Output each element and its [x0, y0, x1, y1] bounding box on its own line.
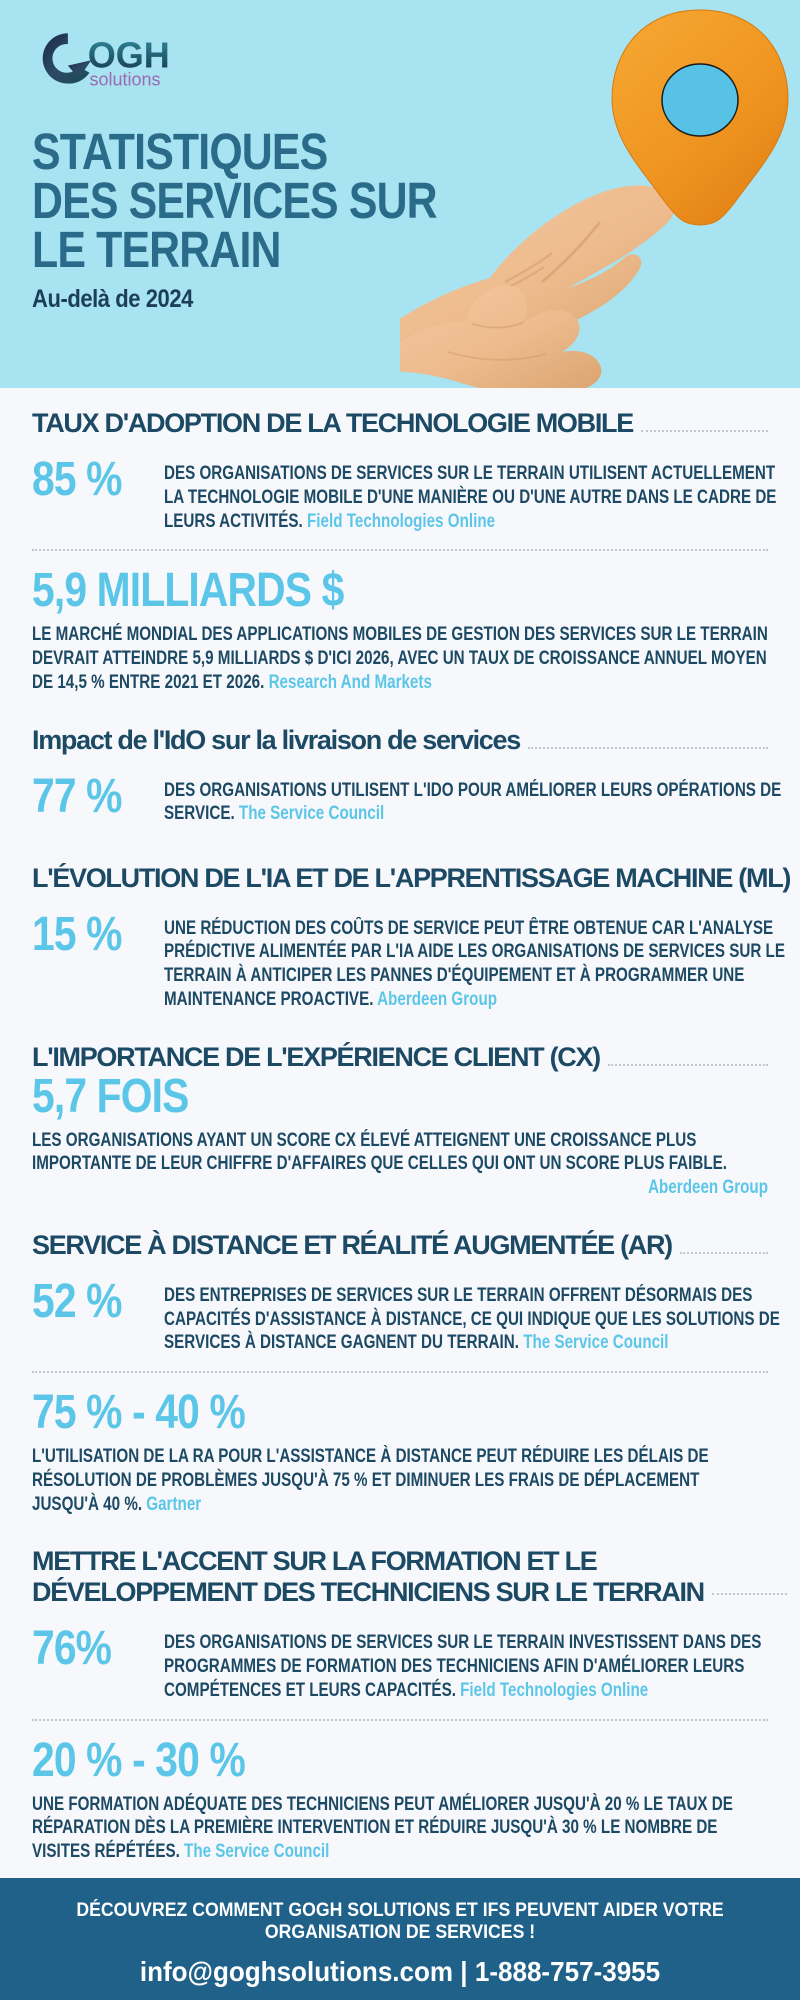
svg-text:solutions: solutions	[90, 69, 161, 89]
